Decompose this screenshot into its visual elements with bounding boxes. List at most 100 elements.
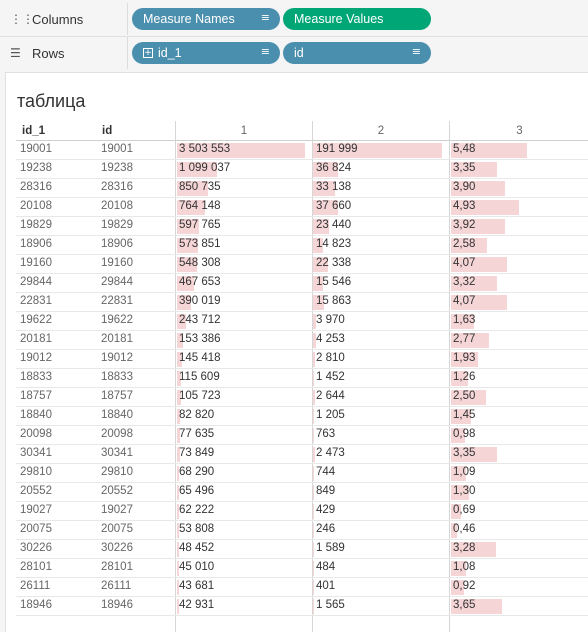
table-row[interactable]: 19001 19001 3 503 553 191 999 5,48 xyxy=(16,141,588,160)
value-bar xyxy=(177,599,179,614)
cell-measure-1: 1 099 037 xyxy=(179,162,231,174)
header-measure-2[interactable]: 2 xyxy=(377,125,385,137)
cell-id-1: 30341 xyxy=(20,447,52,459)
cell-measure-3: 1,09 xyxy=(453,466,476,478)
value-bar xyxy=(177,238,198,253)
cell-measure-3: 0,46 xyxy=(453,523,476,535)
table-row[interactable]: 19027 19027 62 222 429 0,69 xyxy=(16,502,588,521)
value-bar xyxy=(451,200,519,215)
value-bar xyxy=(313,504,314,519)
cell-measure-3: 4,93 xyxy=(453,200,476,212)
cell-measure-2: 4 253 xyxy=(316,333,345,345)
cell-measure-2: 15 863 xyxy=(316,295,352,307)
table-row[interactable]: 29844 29844 467 653 15 546 3,32 xyxy=(16,274,588,293)
table-row[interactable]: 19829 19829 597 765 23 440 3,92 xyxy=(16,217,588,236)
cell-measure-2: 1 452 xyxy=(316,371,345,383)
header-measure-1[interactable]: 1 xyxy=(240,125,248,137)
column-divider xyxy=(312,121,313,632)
value-bar xyxy=(177,314,186,329)
value-bar xyxy=(177,523,179,538)
cell-measure-1: 45 010 xyxy=(179,561,215,573)
table-row[interactable]: 18757 18757 105 723 2 644 2,50 xyxy=(16,388,588,407)
cell-measure-2: 1 205 xyxy=(316,409,345,421)
cell-measure-1: 65 496 xyxy=(179,485,215,497)
table-row[interactable]: 19238 19238 1 099 037 36 824 3,35 xyxy=(16,160,588,179)
table-row[interactable]: 18840 18840 82 820 1 205 1,45 xyxy=(16,407,588,426)
cell-measure-2: 2 473 xyxy=(316,447,345,459)
value-bar xyxy=(313,333,316,348)
plus-box-icon[interactable]: + xyxy=(143,48,153,58)
value-bar xyxy=(451,238,487,253)
value-bar xyxy=(451,257,507,272)
header-measure-3[interactable]: 3 xyxy=(516,125,523,137)
cell-measure-3: 3,28 xyxy=(453,542,476,554)
table-row[interactable]: 20075 20075 53 808 246 0,46 xyxy=(16,521,588,540)
cell-measure-1: 153 386 xyxy=(179,333,221,345)
cell-measure-1: 82 820 xyxy=(179,409,215,421)
header-id-1[interactable]: id_1 xyxy=(22,125,46,137)
table-row[interactable]: 19012 19012 145 418 2 810 1,93 xyxy=(16,350,588,369)
cell-id: 22831 xyxy=(101,295,133,307)
value-bar xyxy=(313,523,314,538)
cell-measure-2: 15 546 xyxy=(316,276,352,288)
columns-shelf[interactable]: ⋮⋮ Columns Measure Names ≡ Measure Value… xyxy=(0,3,588,35)
id-pill[interactable]: id ≡ xyxy=(283,42,431,64)
cell-measure-3: 3,32 xyxy=(453,276,476,288)
value-bar xyxy=(451,409,471,424)
table-row[interactable]: 20181 20181 153 386 4 253 2,77 xyxy=(16,331,588,350)
table-row[interactable]: 20098 20098 77 635 763 0,98 xyxy=(16,426,588,445)
table-row[interactable]: 18946 18946 42 931 1 565 3,65 xyxy=(16,597,588,616)
cell-measure-3: 1,30 xyxy=(453,485,476,497)
shelf-divider xyxy=(0,36,588,37)
value-bar xyxy=(177,447,180,462)
value-bar xyxy=(177,200,205,215)
cell-measure-3: 3,35 xyxy=(453,162,476,174)
header-id[interactable]: id xyxy=(102,125,113,137)
cell-measure-1: 145 418 xyxy=(179,352,221,364)
rows-shelf[interactable]: ☰ Rows + id_1 ≡ id ≡ xyxy=(0,37,588,69)
value-bar xyxy=(451,466,466,481)
table-row[interactable]: 29810 29810 68 290 744 1,09 xyxy=(16,464,588,483)
sort-icon[interactable]: ≡ xyxy=(411,45,421,58)
cell-measure-1: 850 735 xyxy=(179,181,221,193)
cell-measure-2: 2 644 xyxy=(316,390,345,402)
measure-names-pill[interactable]: Measure Names ≡ xyxy=(132,8,280,30)
cell-id-1: 28101 xyxy=(20,561,52,573)
value-bar xyxy=(313,238,323,253)
worksheet-view[interactable]: таблица id_1 id 1 2 3 19001 19001 3 503 55… xyxy=(5,72,588,632)
columns-label-text: Columns xyxy=(32,11,84,27)
table-row[interactable]: 30226 30226 48 452 1 589 3,28 xyxy=(16,540,588,559)
value-bar xyxy=(177,561,179,576)
table-row[interactable]: 28101 28101 45 010 484 1,08 xyxy=(16,559,588,578)
table-row[interactable]: 22831 22831 390 019 15 863 4,07 xyxy=(16,293,588,312)
cell-id-1: 20552 xyxy=(20,485,52,497)
table-row[interactable]: 28316 28316 850 735 33 138 3,90 xyxy=(16,179,588,198)
cell-measure-2: 2 810 xyxy=(316,352,345,364)
cell-id-1: 20098 xyxy=(20,428,52,440)
cell-id: 20075 xyxy=(101,523,133,535)
value-bar xyxy=(177,295,191,310)
id-1-pill[interactable]: + id_1 ≡ xyxy=(132,42,280,64)
value-bar xyxy=(313,276,323,291)
cell-id-1: 29810 xyxy=(20,466,52,478)
table-row[interactable]: 18833 18833 115 609 1 452 1,26 xyxy=(16,369,588,388)
cell-id: 28101 xyxy=(101,561,133,573)
table-row[interactable]: 26111 26111 43 681 401 0,92 xyxy=(16,578,588,597)
table-row[interactable]: 20108 20108 764 148 37 660 4,93 xyxy=(16,198,588,217)
table-row[interactable]: 19622 19622 243 712 3 970 1,63 xyxy=(16,312,588,331)
value-bar xyxy=(451,447,497,462)
table-row[interactable]: 19160 19160 548 308 22 338 4,07 xyxy=(16,255,588,274)
cell-id-1: 19012 xyxy=(20,352,52,364)
table-row[interactable]: 18906 18906 573 851 14 823 2,58 xyxy=(16,236,588,255)
table-row[interactable]: 20552 20552 65 496 849 1,30 xyxy=(16,483,588,502)
cell-measure-1: 597 765 xyxy=(179,219,221,231)
worksheet-title: таблица xyxy=(17,91,86,111)
value-bar xyxy=(313,257,328,272)
value-bar xyxy=(451,219,505,234)
cell-id: 20552 xyxy=(101,485,133,497)
value-bar xyxy=(313,162,338,177)
sort-icon[interactable]: ≡ xyxy=(260,11,270,24)
table-row[interactable]: 30341 30341 73 849 2 473 3,35 xyxy=(16,445,588,464)
sort-icon[interactable]: ≡ xyxy=(260,45,270,58)
measure-values-pill[interactable]: Measure Values xyxy=(283,8,431,30)
